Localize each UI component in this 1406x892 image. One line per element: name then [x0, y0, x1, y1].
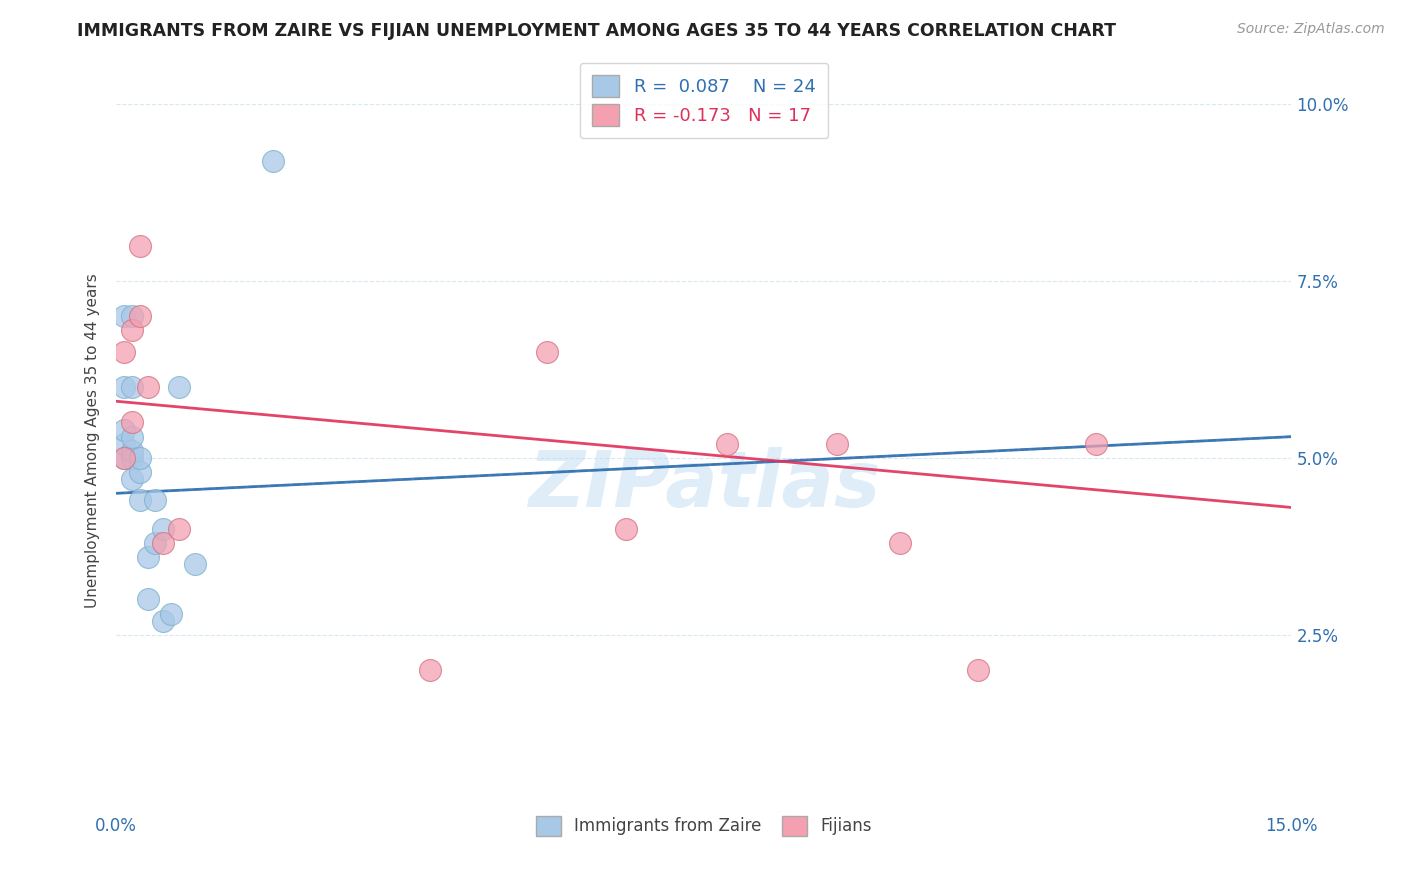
- Point: [1084, 436, 1107, 450]
- Text: IMMIGRANTS FROM ZAIRE VS FIJIAN UNEMPLOYMENT AMONG AGES 35 TO 44 YEARS CORRELATI: IMMIGRANTS FROM ZAIRE VS FIJIAN UNEMPLOY…: [77, 22, 1116, 40]
- Point: [136, 592, 159, 607]
- Point: [121, 443, 143, 458]
- Y-axis label: Unemployment Among Ages 35 to 44 years: Unemployment Among Ages 35 to 44 years: [86, 273, 100, 607]
- Point: [112, 380, 135, 394]
- Point: [136, 380, 159, 394]
- Text: ZIPatlas: ZIPatlas: [527, 447, 880, 523]
- Point: [121, 380, 143, 394]
- Point: [112, 310, 135, 324]
- Point: [136, 549, 159, 564]
- Point: [128, 450, 150, 465]
- Point: [112, 344, 135, 359]
- Point: [121, 416, 143, 430]
- Point: [160, 607, 183, 621]
- Point: [128, 238, 150, 252]
- Point: [128, 465, 150, 479]
- Text: Source: ZipAtlas.com: Source: ZipAtlas.com: [1237, 22, 1385, 37]
- Point: [112, 423, 135, 437]
- Point: [145, 493, 167, 508]
- Point: [536, 344, 558, 359]
- Point: [112, 450, 135, 465]
- Point: [152, 536, 174, 550]
- Point: [121, 430, 143, 444]
- Point: [112, 450, 135, 465]
- Point: [419, 663, 441, 677]
- Point: [889, 536, 911, 550]
- Point: [825, 436, 848, 450]
- Point: [121, 472, 143, 486]
- Point: [614, 522, 637, 536]
- Point: [121, 450, 143, 465]
- Point: [121, 323, 143, 337]
- Point: [967, 663, 990, 677]
- Point: [167, 380, 190, 394]
- Point: [262, 153, 284, 168]
- Point: [121, 310, 143, 324]
- Point: [112, 436, 135, 450]
- Point: [183, 557, 205, 571]
- Point: [716, 436, 738, 450]
- Point: [167, 522, 190, 536]
- Point: [152, 614, 174, 628]
- Point: [145, 536, 167, 550]
- Point: [152, 522, 174, 536]
- Point: [128, 493, 150, 508]
- Point: [128, 310, 150, 324]
- Legend: Immigrants from Zaire, Fijians: Immigrants from Zaire, Fijians: [527, 807, 880, 845]
